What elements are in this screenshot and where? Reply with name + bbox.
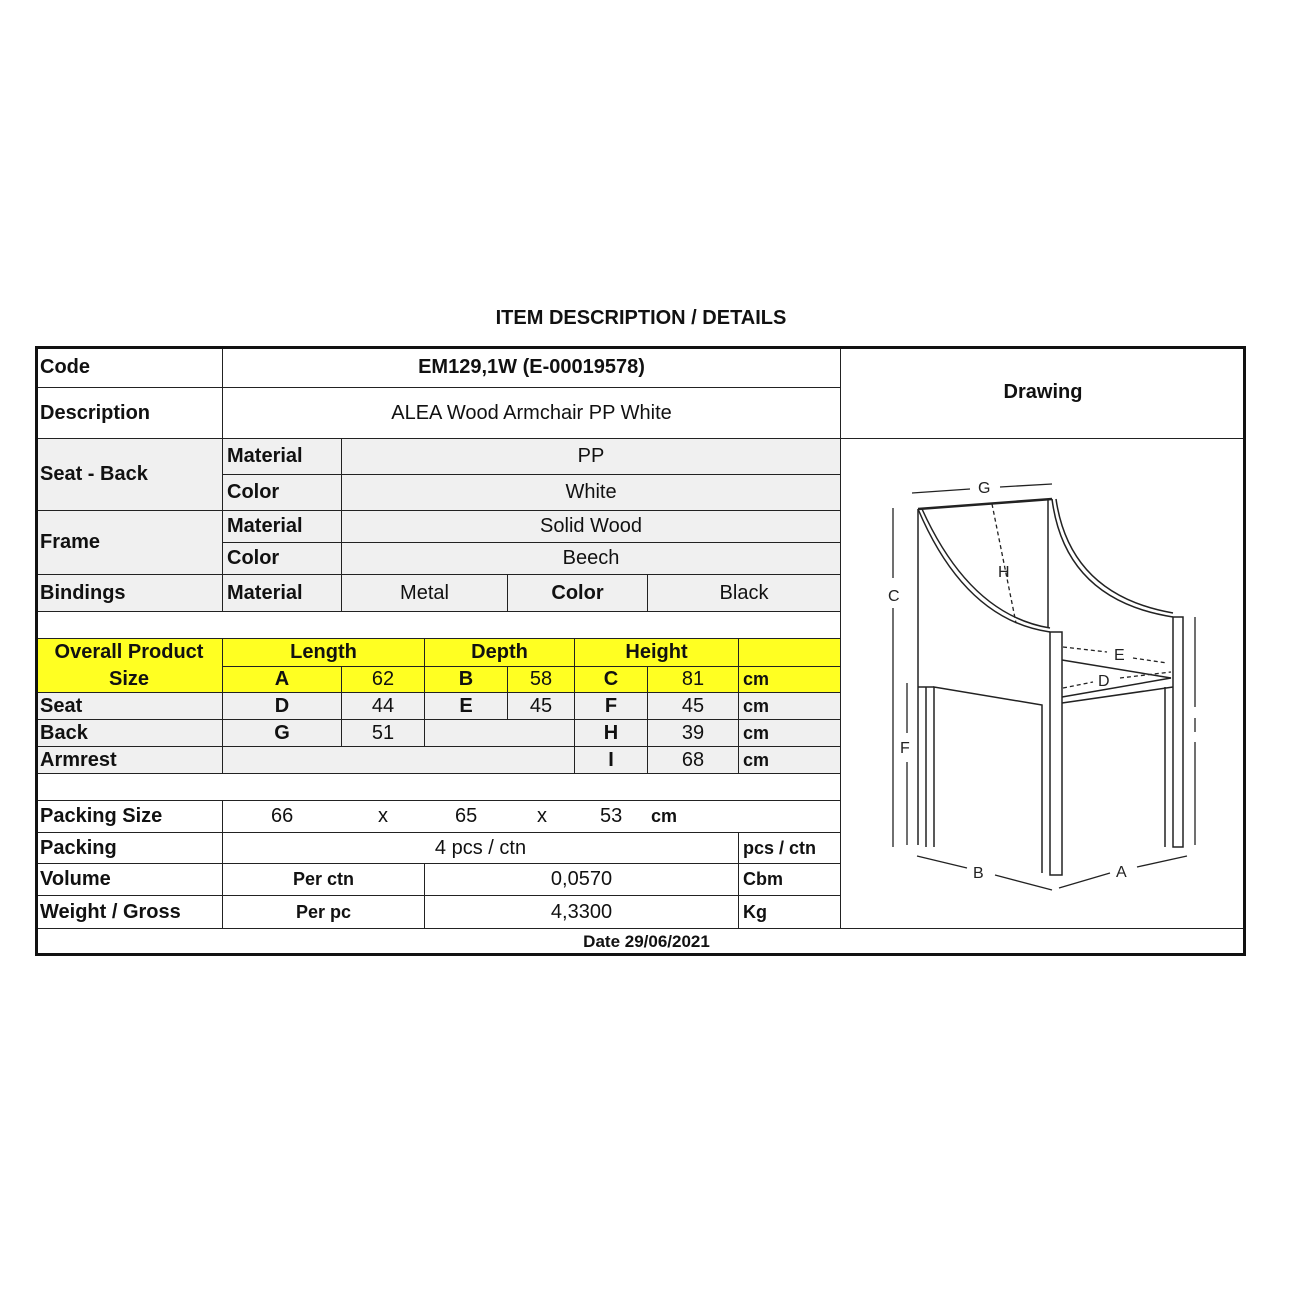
frame-color: Beech	[341, 542, 841, 575]
seat-back-color: White	[341, 474, 841, 511]
packing-size-label: Packing Size	[35, 800, 223, 833]
overall-size-label-line2: Size	[108, 667, 150, 690]
document-title: ITEM DESCRIPTION / DETAILS	[495, 307, 787, 329]
dim-b-value: 58	[507, 666, 575, 693]
drawing-letter-e: E	[1114, 647, 1125, 664]
drawing-letter-d: D	[1098, 673, 1110, 690]
frame-material: Solid Wood	[341, 510, 841, 543]
spacer-row	[35, 611, 841, 639]
packing-value: 4 pcs / ctn	[222, 832, 739, 864]
dim-g-value: 51	[341, 719, 425, 747]
drawing-letter-g: G	[978, 480, 990, 497]
height-header: Height	[574, 638, 739, 667]
drawing-letter-b: B	[973, 865, 984, 882]
volume-per: Per ctn	[222, 863, 425, 896]
dim-h-letter: H	[574, 719, 648, 747]
dimension-lines	[892, 483, 1196, 891]
packing-x2: x	[537, 805, 547, 827]
bindings-label: Bindings	[35, 574, 223, 612]
seat-label: Seat	[35, 692, 223, 720]
dim-d-letter: D	[222, 692, 342, 720]
packing-size-unit: cm	[651, 806, 678, 826]
armrest-label: Armrest	[35, 746, 223, 774]
frame-color-label: Color	[222, 542, 342, 575]
unit-header	[738, 638, 841, 667]
date: Date 29/06/2021	[583, 932, 710, 951]
seat-back-material-label: Material	[222, 438, 342, 475]
depth-header: Depth	[424, 638, 575, 667]
code-value: EM129,1W (E-00019578)	[222, 346, 841, 388]
back-empty-cell	[424, 719, 575, 747]
packing-width: 65	[455, 805, 478, 827]
dim-f-letter: F	[574, 692, 648, 720]
packing-label: Packing	[35, 832, 223, 864]
volume-value: 0,0570	[424, 863, 739, 896]
dim-f-value: 45	[647, 692, 739, 720]
packing-length: 66	[271, 805, 294, 827]
dim-g-letter: G	[222, 719, 342, 747]
spacer-row-2	[35, 773, 841, 801]
chair-outline	[917, 497, 1184, 876]
armrest-empty-cell	[222, 746, 575, 774]
description-value: ALEA Wood Armchair PP White	[222, 387, 841, 439]
overall-unit: cm	[738, 666, 841, 693]
dim-c-value: 81	[647, 666, 739, 693]
drawing-letter-h: H	[998, 564, 1010, 581]
drawing-letter-a: A	[1116, 864, 1127, 881]
overall-size-label: Overall Product Size	[35, 638, 223, 693]
frame-label: Frame	[35, 510, 223, 575]
dim-a-letter: A	[222, 666, 342, 693]
packing-x1: x	[378, 805, 388, 827]
dim-h-value: 39	[647, 719, 739, 747]
packing-height: 53	[600, 805, 623, 827]
back-label: Back	[35, 719, 223, 747]
frame-material-label: Material	[222, 510, 342, 543]
description-label: Description	[35, 387, 223, 439]
dim-d-value: 44	[341, 692, 425, 720]
code-label: Code	[35, 346, 223, 388]
length-header: Length	[222, 638, 425, 667]
volume-unit: Cbm	[738, 863, 841, 896]
drawing-letter-c: C	[888, 588, 900, 605]
bindings-color: Black	[647, 574, 841, 612]
bindings-color-label: Color	[507, 574, 648, 612]
dim-b-letter: B	[424, 666, 508, 693]
packing-size-values: 66 x 65 x 53 cm	[222, 800, 841, 833]
seat-back-color-label: Color	[222, 474, 342, 511]
dim-i-value: 68	[647, 746, 739, 774]
weight-value: 4,3300	[424, 895, 739, 929]
seat-back-material: PP	[341, 438, 841, 475]
overall-size-label-line1: Overall Product	[54, 640, 204, 663]
drawing-letter-f: F	[900, 740, 910, 757]
packing-unit: pcs / ctn	[738, 832, 841, 864]
seat-unit: cm	[738, 692, 841, 720]
dim-c-letter: C	[574, 666, 648, 693]
armrest-unit: cm	[738, 746, 841, 774]
dim-a-value: 62	[341, 666, 425, 693]
bindings-material-label: Material	[222, 574, 342, 612]
chair-drawing: G H C F E D B A	[888, 480, 1196, 891]
bindings-material: Metal	[341, 574, 508, 612]
volume-label: Volume	[35, 863, 223, 896]
weight-label: Weight / Gross	[35, 895, 223, 929]
dim-e-value: 45	[507, 692, 575, 720]
weight-unit: Kg	[738, 895, 841, 929]
back-unit: cm	[738, 719, 841, 747]
drawing-label: Drawing	[840, 346, 1246, 439]
weight-per: Per pc	[222, 895, 425, 929]
dim-e-letter: E	[424, 692, 508, 720]
dim-i-letter: I	[574, 746, 648, 774]
seat-back-label: Seat - Back	[35, 438, 223, 511]
